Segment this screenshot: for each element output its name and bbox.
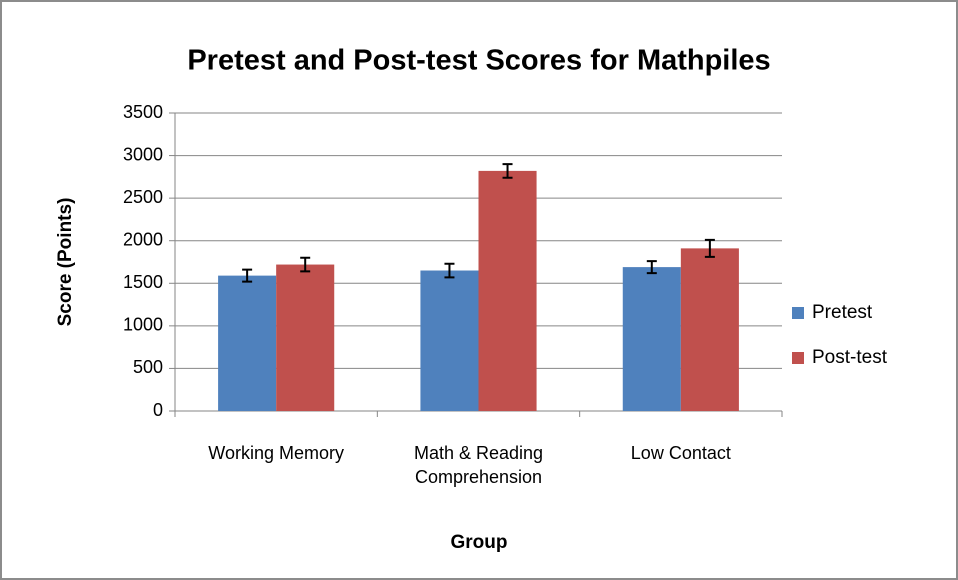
bar xyxy=(622,267,681,411)
x-axis-label: Group xyxy=(451,532,508,553)
y-tick-label: 1500 xyxy=(123,272,163,292)
y-axis-label: Score (Points) xyxy=(55,198,76,327)
bar xyxy=(420,270,479,411)
y-tick-label: 2000 xyxy=(123,229,163,249)
bar xyxy=(218,275,277,411)
error-bar xyxy=(704,238,715,258)
y-tick-label: 3000 xyxy=(123,144,163,164)
y-tick-label: 3500 xyxy=(123,102,163,122)
error-bar xyxy=(646,260,657,275)
y-tick-label: 2500 xyxy=(123,187,163,207)
x-tick-label: Math & Reading Comprehension xyxy=(413,443,544,487)
legend-label: Post-test xyxy=(812,347,888,368)
x-tick-label: Working Memory xyxy=(208,443,344,463)
x-tick-label: Low Contact xyxy=(630,443,731,463)
legend-swatch xyxy=(792,352,804,364)
error-bar xyxy=(242,268,253,283)
y-tick-label: 500 xyxy=(133,357,163,377)
legend-label: Pretest xyxy=(812,302,873,323)
bar xyxy=(680,248,739,411)
bar xyxy=(478,170,537,411)
error-bar xyxy=(502,163,513,179)
y-tick-label: 1000 xyxy=(123,315,163,335)
legend-swatch xyxy=(792,307,804,319)
bar xyxy=(276,264,335,411)
error-bar xyxy=(444,262,455,279)
chart-title: Pretest and Post-test Scores for Mathpil… xyxy=(187,45,770,77)
error-bar xyxy=(300,256,311,273)
y-tick-label: 0 xyxy=(153,400,163,420)
